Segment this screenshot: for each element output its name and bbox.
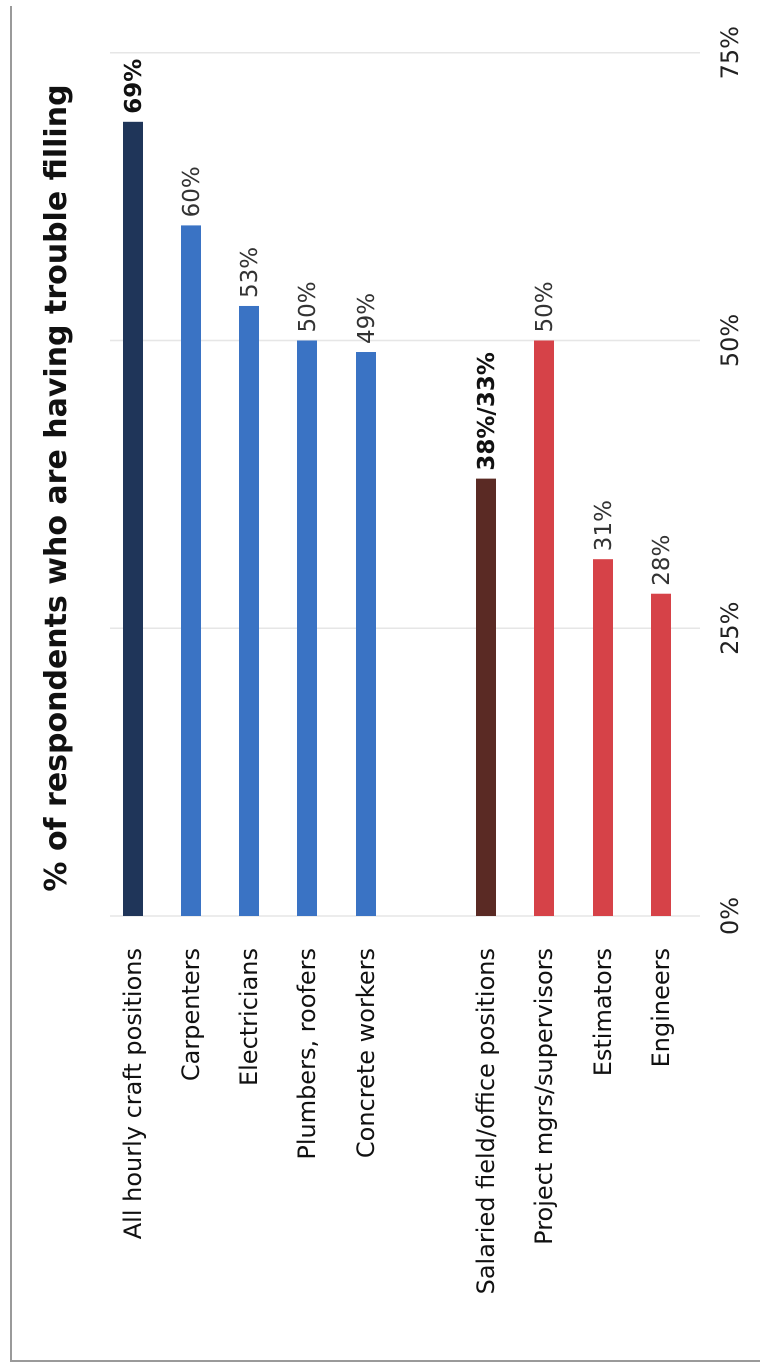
category-label-8: Engineers	[647, 948, 675, 1067]
bar-7	[593, 559, 613, 916]
value-label-4: 49%	[354, 293, 380, 344]
category-label-4: Concrete workers	[352, 948, 380, 1158]
category-label-6: Project mgrs/supervisors	[530, 948, 558, 1245]
bar-2	[239, 305, 259, 917]
bar-4	[356, 352, 376, 916]
category-label-7: Estimators	[589, 948, 617, 1076]
bar-1	[181, 225, 201, 916]
labels: % of respondents who are having trouble …	[39, 26, 744, 1294]
value-label-1: 60%	[179, 166, 205, 217]
value-label-7: 31%	[591, 500, 617, 551]
value-label-5: 38%/33%	[474, 352, 500, 471]
value-label-2: 53%	[237, 247, 263, 298]
chart-title: % of respondents who are having trouble …	[39, 84, 74, 891]
value-label-6: 50%	[532, 281, 558, 332]
bar-8	[651, 593, 671, 916]
bar-3	[297, 340, 317, 916]
bar-0	[123, 121, 143, 916]
category-label-0: All hourly craft positions	[119, 948, 147, 1239]
tick-label-75: 75%	[716, 26, 744, 79]
bars	[123, 121, 671, 917]
tick-label-25: 25%	[716, 602, 744, 655]
tick-label-50: 50%	[716, 314, 744, 367]
value-label-0: 69%	[121, 59, 147, 114]
chart-frame	[10, 6, 760, 1362]
category-label-3: Plumbers, roofers	[293, 948, 321, 1160]
category-label-2: Electricians	[235, 948, 263, 1086]
value-label-3: 50%	[295, 281, 321, 332]
category-label-1: Carpenters	[177, 948, 205, 1081]
tick-label-0: 0%	[716, 897, 744, 935]
bar-6	[534, 340, 554, 916]
value-label-8: 28%	[649, 535, 675, 586]
bar-5	[476, 478, 496, 916]
category-label-5: Salaried field/office positions	[472, 948, 500, 1294]
